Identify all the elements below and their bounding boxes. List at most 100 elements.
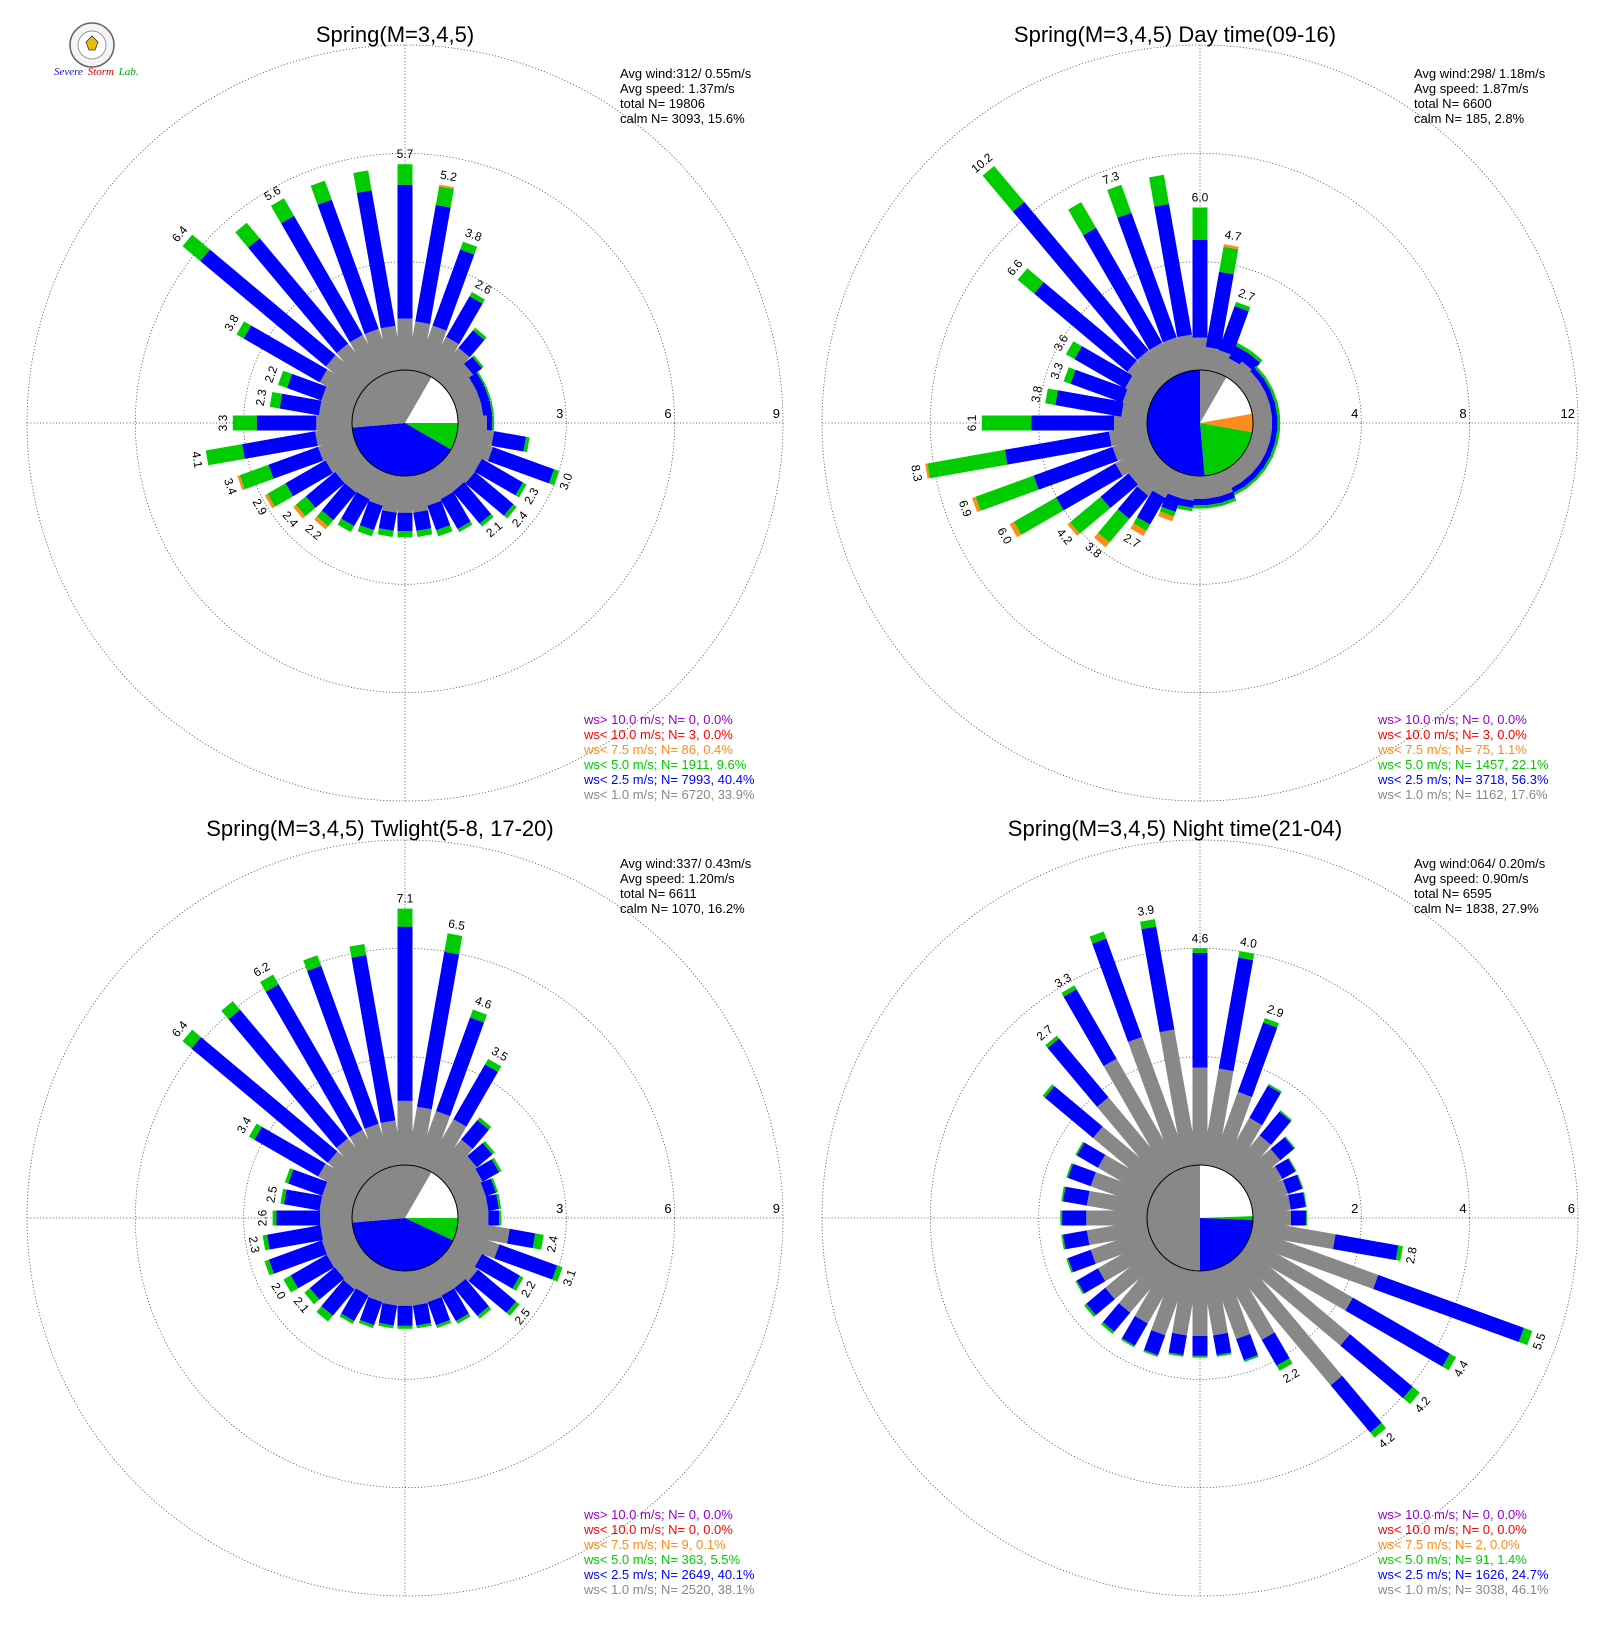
legend-entry: ws< 10.0 m/s; N= 3, 0.0% [1377,727,1527,742]
bar-total-label: 3.9 [1136,902,1155,919]
bar-segment-blue [1269,402,1278,418]
direction-bar-320 [235,222,377,388]
bar-segment-blue [243,325,328,383]
bar-segment-green [1065,341,1082,360]
bar-total-label: 2.7 [1236,286,1257,305]
direction-bar-270 [1060,1210,1147,1226]
bar-total-label: 2.6 [256,1209,270,1226]
bar-segment-blue [359,1297,383,1326]
bar-segment-green [1243,1355,1259,1362]
legend-entry: ws< 2.5 m/s; N= 7993, 40.4% [583,772,755,787]
direction-bar-310 [182,234,370,395]
calm-pie-slice [405,423,458,450]
bar-segment-blue [440,491,471,530]
bar-segment-blue [254,1126,326,1177]
direction-bar-340 [1089,931,1189,1171]
bar-total-label: 2.3 [253,388,270,407]
bar-segment-green [499,1210,502,1226]
bar-segment-blue [351,955,396,1123]
bar-segment-blue [1144,1330,1166,1356]
bar-segment-gray [344,458,377,493]
bar-segment-blue [1229,481,1246,494]
bar-segment-gray [1149,342,1180,381]
bar-segment-gray [1086,1219,1150,1246]
bar-segment-blue [1102,1303,1131,1332]
bar-segment-green [552,1265,563,1282]
legend-entry: ws< 1.0 m/s; N= 3038, 46.1% [1377,1582,1549,1597]
legend-entry: ws< 5.0 m/s; N= 91, 1.4% [1377,1552,1527,1567]
direction-bar-340 [303,955,394,1171]
bar-segment-green [490,1178,499,1193]
legend-entry: ws< 5.0 m/s; N= 363, 5.5% [583,1552,741,1567]
bar-segment-blue [290,1254,335,1289]
bar-segment-gray [1128,1036,1189,1171]
bar-segment-orange [1223,244,1239,250]
bar-segment-green [455,1313,471,1324]
bar-segment-green [278,370,293,388]
bar-segment-green [284,1168,294,1184]
direction-bar-30 [425,1058,502,1176]
bar-segment-green [482,1141,495,1155]
bar-segment-blue [1062,1210,1087,1226]
direction-bar-0 [397,164,413,370]
calm-pie-slice [1200,377,1253,423]
bar-segment-green [260,974,279,992]
direction-bar-40 [433,327,487,388]
bar-segment-blue [1282,1174,1303,1194]
ring-label: 3 [556,1201,563,1216]
bar-segment-green [472,355,484,369]
bar-segment-green [492,415,495,431]
direction-bar-320 [982,166,1172,388]
stats-line: calm N= 1838, 27.9% [1414,901,1539,916]
bar-segment-orange [1094,532,1110,548]
direction-bar-230 [293,451,370,519]
bar-segment-gray [1235,1148,1281,1190]
bar-segment-green [1063,367,1076,384]
bar-segment-gray [1192,1067,1208,1165]
bar-segment-green [1232,486,1247,497]
bar-segment-gray [406,321,431,373]
bar-segment-blue [412,1303,432,1326]
legend-entry: ws< 10.0 m/s; N= 3, 0.0% [583,727,733,742]
direction-bar-350 [1140,919,1199,1168]
bar-segment-green [1060,1210,1063,1226]
legend-entry: ws< 5.0 m/s; N= 1911, 9.6% [583,757,747,772]
bar-segment-blue [485,1194,499,1211]
direction-bar-20 [1211,1018,1279,1171]
bar-segment-gray [325,355,370,395]
bar-segment-green [436,1320,452,1329]
direction-bar-190 [1168,1268,1199,1357]
bar-segment-blue [397,184,413,319]
bar-total-label: 5.2 [439,168,458,185]
bar-segment-orange [1009,521,1022,538]
bar-segment-blue [1218,306,1249,356]
bar-segment-green [1235,342,1251,354]
bar-segment-green [476,371,486,386]
direction-bar-60 [447,1157,502,1198]
panel-title: Spring(M=3,4,5) Night time(21-04) [1008,816,1342,841]
bar-segment-green [264,1259,274,1276]
direction-bar-50 [440,355,484,395]
bar-segment-blue [1117,486,1149,519]
stats-line: Avg speed: 1.20m/s [620,871,735,886]
bar-total-label: 2.5 [263,1185,280,1204]
bar-segment-gray [433,1253,466,1289]
bar-segment-blue [1056,463,1123,511]
wind-rose-panel-3: 3 6 97.16.54.63.52.43.12.22.52.12.02.32.62… [26,816,784,1597]
direction-bar-150 [425,1260,471,1324]
direction-bar-100 [1250,1219,1403,1261]
bar-segment-gray [1201,1268,1228,1336]
bar-segment-gray [364,1123,394,1171]
bar-segment-gray [326,1238,363,1268]
bar-segment-blue [453,1064,498,1127]
range-ring [26,839,784,1597]
calm-pie-slice [352,1165,432,1223]
bar-segment-blue [1265,440,1276,457]
bar-segment-blue [279,393,322,416]
bar-segment-gray [1097,1238,1158,1282]
bar-segment-gray [336,1138,377,1183]
bar-segment-gray [364,328,394,376]
bar-segment-gray [452,1229,500,1259]
wind-rose-panel-2: 4 8 126.04.72.72.73.84.26.06.98.36.13.83.3… [821,22,1579,802]
bar-segment-blue [1076,1142,1106,1168]
